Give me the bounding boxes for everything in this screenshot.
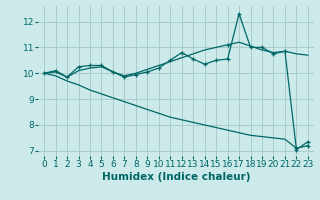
X-axis label: Humidex (Indice chaleur): Humidex (Indice chaleur) — [102, 172, 250, 182]
